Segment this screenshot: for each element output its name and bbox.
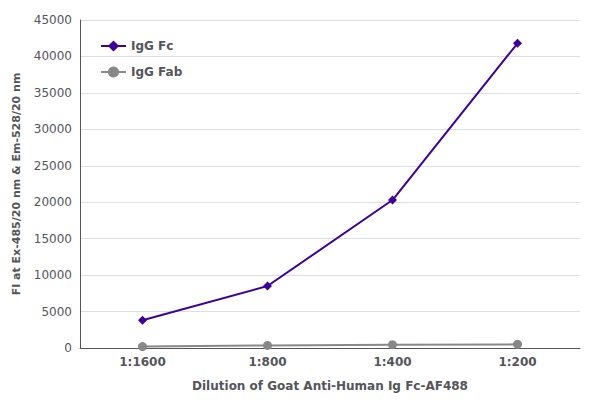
svg-text:FI at Ex-485/20 nm & Em-528/20: FI at Ex-485/20 nm & Em-528/20 nm	[10, 73, 23, 296]
svg-text:30000: 30000	[34, 122, 72, 136]
svg-text:1:200: 1:200	[498, 355, 536, 369]
svg-text:1:800: 1:800	[248, 355, 286, 369]
svg-text:0: 0	[64, 341, 72, 355]
svg-text:20000: 20000	[34, 195, 72, 209]
svg-text:45000: 45000	[34, 13, 72, 27]
svg-text:IgG Fc: IgG Fc	[131, 39, 173, 53]
svg-text:10000: 10000	[34, 268, 72, 282]
svg-text:1:400: 1:400	[373, 355, 411, 369]
svg-text:Dilution of Goat Anti-Human Ig: Dilution of Goat Anti-Human Ig Fc-AF488	[192, 379, 468, 393]
svg-text:40000: 40000	[34, 49, 72, 63]
svg-text:1:1600: 1:1600	[119, 355, 166, 369]
svg-text:15000: 15000	[34, 232, 72, 246]
svg-text:25000: 25000	[34, 159, 72, 173]
svg-text:IgG Fab: IgG Fab	[131, 65, 183, 79]
svg-text:35000: 35000	[34, 86, 72, 100]
svg-text:5000: 5000	[41, 305, 72, 319]
